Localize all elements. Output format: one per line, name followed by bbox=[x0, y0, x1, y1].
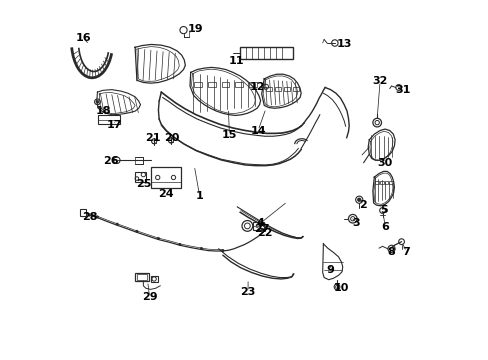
Text: 30: 30 bbox=[377, 158, 392, 168]
Text: 29: 29 bbox=[142, 292, 157, 302]
Circle shape bbox=[96, 100, 99, 103]
Bar bbox=[240, 47, 293, 59]
Bar bbox=[135, 273, 148, 281]
Bar bbox=[98, 116, 120, 125]
Text: 7: 7 bbox=[402, 247, 409, 257]
Circle shape bbox=[136, 230, 138, 232]
Circle shape bbox=[96, 216, 99, 218]
Text: 1: 1 bbox=[195, 191, 203, 201]
Text: 28: 28 bbox=[81, 212, 97, 221]
Text: 18: 18 bbox=[96, 106, 111, 116]
Text: 9: 9 bbox=[325, 265, 333, 275]
Bar bbox=[207, 82, 215, 87]
Text: 23: 23 bbox=[240, 287, 255, 297]
Text: 3: 3 bbox=[351, 218, 359, 228]
Bar bbox=[284, 87, 289, 91]
Bar bbox=[274, 87, 280, 91]
Circle shape bbox=[157, 237, 159, 239]
Text: 32: 32 bbox=[371, 76, 387, 86]
Text: 21: 21 bbox=[145, 133, 161, 143]
Bar bbox=[388, 181, 392, 184]
Text: 24: 24 bbox=[158, 189, 173, 199]
Bar bbox=[150, 276, 158, 282]
Circle shape bbox=[357, 198, 360, 202]
Text: 2: 2 bbox=[358, 200, 366, 210]
Bar bbox=[135, 172, 145, 182]
Bar bbox=[379, 181, 383, 184]
Text: 11: 11 bbox=[228, 56, 244, 66]
Circle shape bbox=[222, 249, 224, 252]
Text: 4: 4 bbox=[256, 218, 264, 228]
Text: 20: 20 bbox=[164, 133, 180, 143]
Text: 31: 31 bbox=[394, 85, 410, 95]
Bar bbox=[137, 274, 147, 280]
Circle shape bbox=[200, 247, 202, 249]
Text: 15: 15 bbox=[221, 130, 237, 140]
Text: 17: 17 bbox=[107, 121, 122, 130]
Bar bbox=[248, 82, 256, 87]
Text: 8: 8 bbox=[386, 247, 394, 257]
Bar bbox=[375, 181, 378, 184]
Text: 27: 27 bbox=[253, 225, 269, 234]
Text: 13: 13 bbox=[336, 39, 351, 49]
Bar bbox=[151, 167, 180, 188]
Text: 6: 6 bbox=[381, 222, 388, 232]
Text: 10: 10 bbox=[333, 283, 348, 293]
Bar bbox=[194, 82, 202, 87]
Bar bbox=[80, 209, 86, 216]
Circle shape bbox=[116, 223, 118, 225]
Bar bbox=[235, 82, 243, 87]
Bar bbox=[292, 87, 298, 91]
Bar bbox=[384, 181, 387, 184]
Text: 5: 5 bbox=[380, 206, 387, 216]
Text: 26: 26 bbox=[103, 156, 119, 166]
Bar bbox=[265, 87, 271, 91]
Text: 12: 12 bbox=[249, 82, 264, 93]
Text: 16: 16 bbox=[75, 33, 91, 43]
Text: 14: 14 bbox=[250, 126, 265, 135]
Text: 25: 25 bbox=[135, 179, 151, 189]
Bar bbox=[221, 82, 229, 87]
Text: 22: 22 bbox=[257, 228, 272, 238]
Bar bbox=[253, 222, 264, 230]
Circle shape bbox=[179, 243, 181, 246]
Text: 19: 19 bbox=[187, 24, 203, 34]
